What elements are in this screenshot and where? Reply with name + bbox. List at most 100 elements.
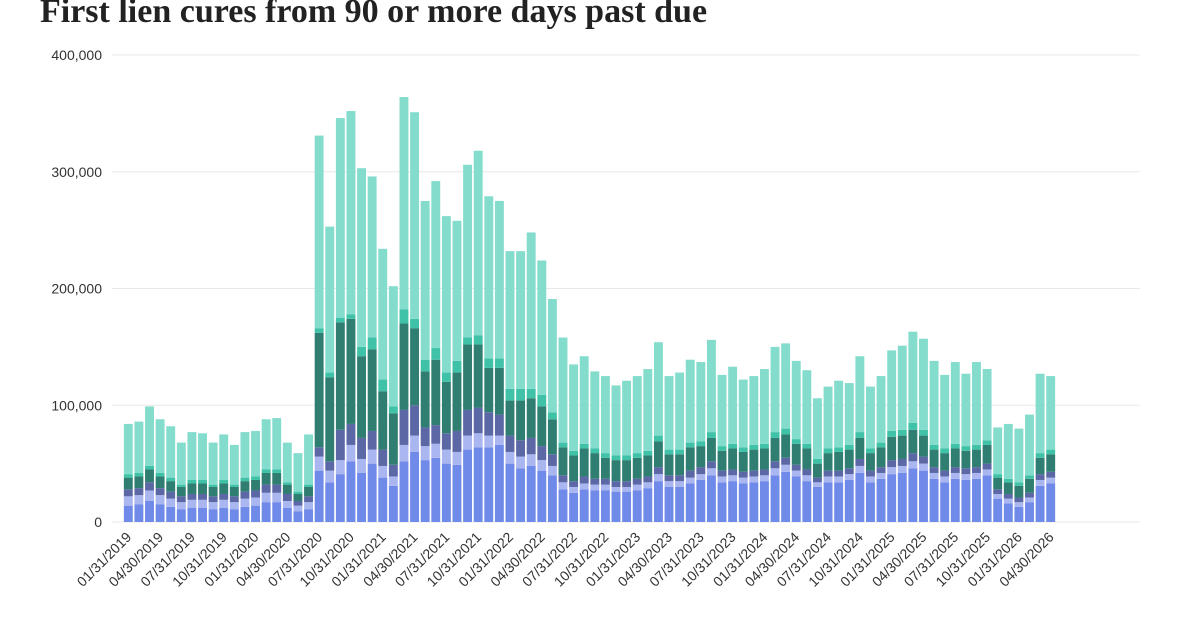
bar-segment [770, 475, 780, 522]
chart-title: First lien cures from 90 or more days pa… [40, 0, 707, 30]
bar-segment [749, 449, 759, 471]
bar-segment [526, 437, 536, 455]
bar-segment [1003, 423, 1013, 479]
bar-segment [272, 484, 282, 493]
bar-segment [410, 405, 420, 436]
bar-segment [600, 484, 610, 491]
bar-segment [866, 476, 875, 483]
bar-segment [802, 448, 812, 470]
bar-segment [282, 493, 292, 501]
bar-segment [547, 475, 557, 522]
bar-segment [728, 366, 738, 444]
bar-segment [579, 476, 589, 484]
bar-segment [791, 470, 801, 477]
bar-segment [706, 432, 716, 438]
bar-segment [537, 260, 547, 395]
bar-segment [145, 406, 154, 466]
bar-segment [622, 380, 632, 456]
bar-segment [335, 317, 345, 323]
bar-segment [759, 481, 769, 522]
bar-segment [706, 437, 716, 462]
bar-segment [696, 446, 706, 468]
bar-segment [685, 483, 695, 522]
bar-segment [664, 376, 674, 450]
bar-segment [728, 481, 738, 522]
bar-segment [547, 419, 557, 455]
bar-segment [325, 482, 335, 522]
bar-segment [1035, 457, 1045, 475]
bar-segment [304, 484, 313, 487]
bar-segment [187, 507, 197, 522]
bar-segment [547, 465, 557, 476]
bar-segment [123, 505, 133, 522]
bar-segment [335, 429, 345, 461]
bar-segment [367, 463, 377, 522]
bar-segment [728, 469, 738, 476]
bar-segment [961, 479, 971, 522]
bar-segment [855, 458, 865, 466]
bar-segment [420, 427, 430, 447]
bar-segment [961, 373, 971, 447]
bar-segment [706, 475, 716, 522]
bar-segment [494, 200, 504, 359]
bar-segment [929, 467, 939, 473]
bar-segment [441, 372, 451, 382]
bar-segment [643, 476, 653, 483]
bar-segment [505, 451, 515, 464]
bar-segment [399, 323, 409, 410]
bar-segment [1046, 454, 1056, 472]
bar-segment [516, 388, 526, 401]
bar-segment [335, 460, 345, 475]
bar-segment [940, 476, 950, 483]
bar-segment [558, 482, 568, 490]
bar-segment [272, 472, 282, 485]
bar-segment [919, 338, 928, 430]
bar-segment [145, 500, 154, 522]
bar-segment [155, 476, 165, 489]
bar-segment [282, 500, 292, 508]
bar-segment [346, 318, 356, 424]
bar-segment [314, 447, 324, 457]
bar-segment [526, 398, 536, 438]
bar-segment [484, 367, 494, 413]
bar-segment [558, 447, 568, 476]
bar-segment [452, 220, 462, 361]
bar-segment [781, 428, 791, 435]
bar-segment [1035, 373, 1045, 454]
bar-segment [844, 479, 854, 522]
bar-segment [473, 150, 483, 336]
bar-segment [1025, 475, 1034, 479]
bar-segment [431, 348, 441, 360]
bar-segment [643, 482, 653, 489]
bar-segment [622, 460, 632, 482]
bar-segment [537, 470, 547, 522]
bar-segment [1014, 502, 1024, 507]
bar-segment [791, 439, 801, 444]
bar-segment [728, 475, 738, 482]
bar-segment [346, 423, 356, 445]
bar-segment [759, 443, 769, 449]
bar-segment [823, 386, 833, 449]
bar-segment [866, 386, 875, 449]
bar-segment [346, 461, 356, 522]
bar-segment [1014, 485, 1024, 498]
bar-segment [653, 441, 663, 468]
bar-segment [516, 456, 526, 469]
bar-segment [452, 430, 462, 452]
bar-segment [940, 374, 950, 449]
bar-segment [240, 432, 250, 478]
bar-segment [473, 447, 483, 522]
bar-segment [463, 449, 473, 522]
bar-segment [494, 435, 504, 445]
y-tick-label: 400,000 [51, 47, 102, 63]
bar-segment [388, 286, 398, 407]
bar-segment [950, 467, 960, 473]
bar-segment [823, 482, 833, 522]
bar-segment [304, 502, 313, 510]
bar-segment [505, 435, 515, 452]
bar-segment [919, 470, 928, 522]
bar-segment [834, 470, 844, 477]
bar-segment [1003, 498, 1013, 504]
bar-segment [505, 251, 515, 389]
bar-segment [908, 461, 918, 469]
